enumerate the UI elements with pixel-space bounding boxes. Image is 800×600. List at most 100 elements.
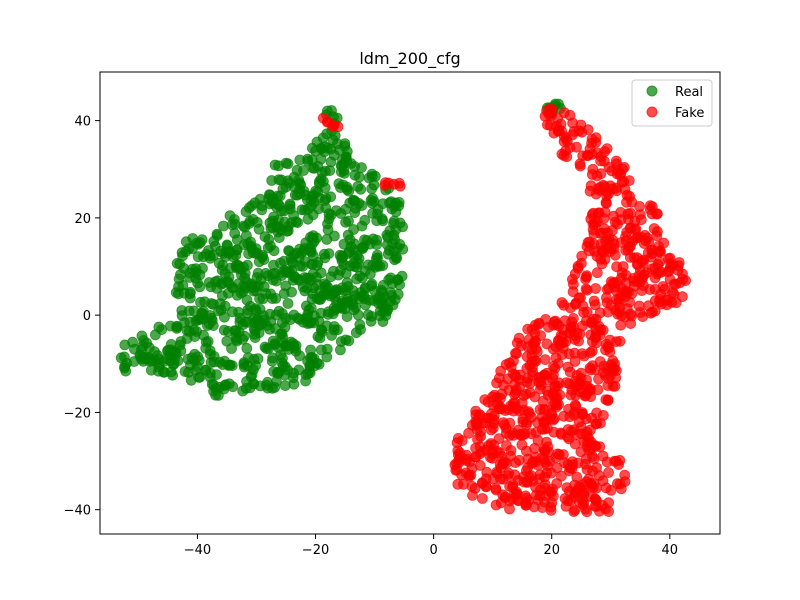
data-point-real [293,174,305,186]
data-point-real [179,366,191,377]
data-point-fake [591,267,603,279]
data-point-real [302,318,314,329]
data-point-real [326,329,338,341]
data-point-fake [611,261,622,273]
data-point-real [354,319,366,331]
data-point-real [340,216,352,228]
data-point-real [300,375,312,387]
series-real [115,98,566,401]
data-point-real [334,344,346,356]
data-point-real [371,260,383,272]
data-point-fake [576,348,588,360]
data-point-real [206,315,218,326]
data-point-real [297,260,309,272]
legend-label-fake: Fake [675,106,704,121]
data-point-real [322,218,333,230]
x-tick-label: 20 [543,543,560,558]
data-point-fake [534,469,546,481]
data-point-fake [615,319,627,331]
data-point-fake [514,374,525,386]
y-tick-label: 0 [83,309,91,324]
data-point-fake [595,151,607,162]
data-point-fake [602,306,614,318]
data-point-real [248,378,260,390]
data-point-fake [535,372,547,384]
data-point-real [265,316,277,328]
data-point-real [294,154,306,166]
data-point-fake [463,427,475,439]
data-point-real [288,309,300,321]
y-tick-label: 20 [74,212,91,227]
data-point-real [299,243,310,254]
data-point-fake [557,324,569,336]
data-point-real [261,343,272,355]
data-point-fake [567,273,578,285]
data-point-real [194,371,206,383]
data-point-real [317,175,329,187]
data-point-real [153,321,165,333]
data-point-real [266,175,278,186]
data-point-fake [633,300,645,312]
data-point-fake [569,504,581,516]
data-point-fake [467,489,478,501]
data-point-fake [544,119,556,131]
data-point-real [270,375,282,387]
data-point-fake [613,293,625,305]
data-point-real [128,356,140,367]
data-point-fake [640,235,652,247]
data-point-fake [662,294,673,306]
data-point-real [217,259,229,271]
data-point-real [165,344,176,356]
data-point-real [273,305,285,317]
data-point-real [222,276,233,288]
data-point-fake [603,161,615,173]
data-point-real [371,249,383,261]
data-point-real [235,269,247,281]
data-point-fake [500,359,512,371]
data-point-fake [633,269,645,281]
data-point-real [253,223,265,235]
data-point-fake [565,495,576,507]
data-point-fake [495,497,507,509]
data-point-real [232,260,244,271]
data-point-fake [575,367,587,379]
data-point-fake [522,323,534,335]
data-point-fake [608,243,620,255]
data-point-real [367,192,379,204]
data-point-fake [539,354,551,366]
data-point-fake [664,252,676,264]
data-point-real [293,364,305,376]
data-point-fake [590,283,601,294]
data-point-real [384,225,396,237]
data-point-real [282,158,294,170]
data-point-real [349,169,361,181]
data-point-real [279,216,291,228]
data-point-fake [553,449,565,460]
data-point-real [383,274,395,286]
data-point-real [226,306,238,318]
data-point-real [267,352,279,364]
data-point-real [183,305,195,317]
data-point-fake [670,278,681,290]
legend: Real Fake [631,79,713,127]
data-point-fake [590,324,602,336]
data-point-real [195,296,206,308]
data-point-fake [618,176,629,187]
data-point-real [284,200,296,212]
data-point-real [352,258,364,269]
data-point-real [319,165,331,177]
data-point-fake [490,484,502,496]
data-point-fake [559,457,570,469]
data-point-fake [591,482,602,494]
data-point-fake [597,450,609,462]
data-point-fake [586,137,597,149]
x-axis: −40 −20 0 20 40 [184,534,678,558]
data-point-fake [601,292,612,304]
data-point-fake [569,334,581,345]
data-point-fake [588,313,599,325]
data-point-real [276,317,288,329]
data-point-real [218,324,230,336]
data-point-fake [581,150,593,162]
data-point-real [127,336,139,348]
data-point-real [394,217,406,229]
